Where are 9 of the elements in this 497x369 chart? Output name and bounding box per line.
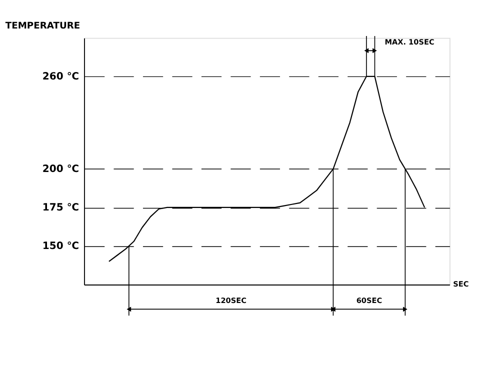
text: 60SEC (356, 296, 382, 305)
y-tick-label: 175 ℃ (42, 202, 80, 214)
chart-title: TEMPERATURE (5, 21, 80, 32)
y-tick-label: 150 ℃ (42, 241, 80, 252)
annotation: MAX. 10SEC (384, 37, 434, 46)
y-tick-label: 260 ℃ (42, 72, 80, 83)
text: 120SEC (216, 296, 246, 305)
y-tick-label: 200 ℃ (42, 164, 80, 176)
x-axis-title: SEC (453, 279, 469, 288)
